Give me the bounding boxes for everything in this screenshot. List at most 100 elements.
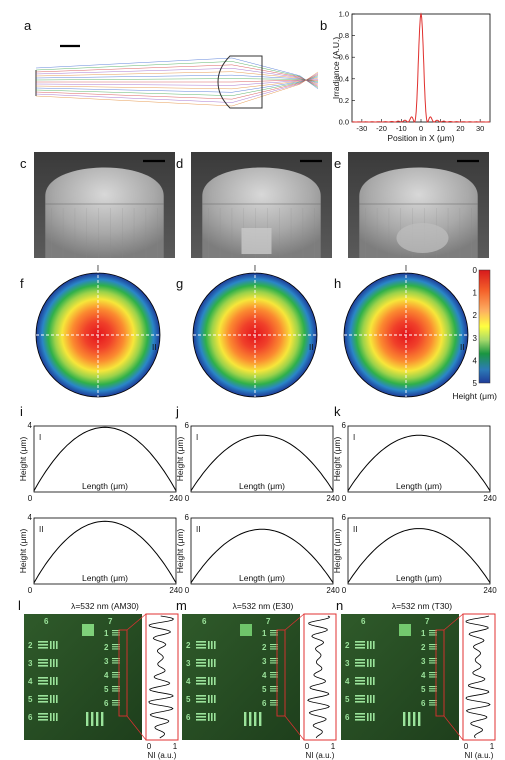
profile-xmax: 240 [483,494,497,503]
usaf-element-label: 4 [262,671,267,680]
ray [35,74,319,84]
usaf-element-label: 4 [28,677,33,686]
panel-label-l: l [18,598,21,613]
colorbar-tick: 4 [473,356,478,365]
intensity-box [145,613,179,741]
profile-curve [190,528,334,583]
cross-label-I: I [254,264,256,273]
usaf-bar [196,716,206,718]
usaf-bar [355,716,365,718]
usaf-element-label: 2 [421,643,426,652]
usaf-bar [270,690,278,692]
height-map: III [192,264,318,398]
profile-frame [33,425,177,493]
profile-frame [33,517,177,585]
profile-curve [33,520,177,583]
usaf-bar [112,690,120,692]
cross-label-II: II [460,343,464,352]
debris [396,223,449,253]
profile-ymax: 6 [342,513,347,522]
usaf-bar [196,695,206,697]
ni-tick: 1 [173,742,178,751]
usaf-bar [373,641,375,649]
panel-label-c: c [20,156,27,171]
ytick-label: 1.0 [339,10,349,19]
usaf-element-label: 2 [262,643,267,652]
ni-tick: 0 [464,742,469,751]
cross-label-II: II [309,343,313,352]
usaf-bar [96,712,99,726]
ytick-label: 0.6 [339,53,349,62]
profile-plot: 4 II Height (μm) Length (μm) 0 240 [18,513,183,595]
usaf-bar [38,647,48,649]
usaf-bar [38,665,48,667]
usaf-element-label: 2 [104,643,109,652]
usaf-bar [112,630,120,632]
intensity-profile [307,615,331,739]
usaf-bar [112,634,120,636]
usaf-bar [50,659,52,667]
usaf-bar [429,676,437,678]
usaf-bar [214,677,216,685]
xtick-label: -30 [356,124,367,133]
ray [35,64,319,87]
profile-ymax: 6 [185,421,190,430]
xtick-label: 30 [476,124,484,133]
imaging-title: λ=532 nm (T30) [392,601,452,611]
profile-marker: II [39,525,43,534]
profile-ymax: 6 [342,421,347,430]
usaf-bar [355,641,365,643]
panel-label-h: h [334,276,341,291]
usaf-bar [270,660,278,662]
usaf-bar [196,647,206,649]
usaf-bar [38,716,48,718]
profile-ylabel: Height (μm) [18,529,28,574]
profile-plot: 6 II Height (μm) Length (μm) 0 240 [332,513,497,595]
irradiance-xlabel: Position in X (μm) [387,133,454,143]
xtick-label: -10 [396,124,407,133]
usaf-bar [355,665,365,667]
ytick-label: 0.4 [339,74,349,83]
usaf-element-label: 4 [104,671,109,680]
ray [35,68,319,86]
profile-ylabel: Height (μm) [18,437,28,482]
ni-label: NI (a.u.) [148,751,177,760]
profile-ylabel: Height (μm) [332,437,342,482]
usaf-bar [270,672,278,674]
usaf-bar [270,686,278,688]
height-map: III [343,264,469,398]
colorbar-tick: 1 [473,289,478,298]
profile-curve [190,434,334,491]
usaf-bar [373,695,375,703]
usaf-bar [196,719,206,721]
usaf-bar [38,644,48,646]
usaf-bar [112,686,120,688]
usaf-element-label: 6 [345,713,350,722]
usaf-bar [214,713,216,721]
profile-xlabel: Length (μm) [239,573,285,583]
usaf-bar [429,690,437,692]
usaf-element-label: 3 [262,657,267,666]
sem-image [34,152,175,258]
usaf-bar [370,695,372,703]
profile-ylabel: Height (μm) [175,529,185,574]
usaf-bar [249,712,252,726]
usaf-bar [56,695,58,703]
panel-label-d: d [176,156,183,171]
imaging-title: λ=532 nm (AM30) [71,601,139,611]
profile-xmin: 0 [185,494,190,503]
usaf-bar [38,662,48,664]
sem-image [348,152,489,258]
usaf-bar [112,644,120,646]
usaf-element-label: 1 [104,629,109,638]
usaf-bar [270,646,278,648]
usaf-bar [373,713,375,721]
profile-curve [347,528,491,583]
profile-xlabel: Length (μm) [239,481,285,491]
ni-label: NI (a.u.) [465,751,494,760]
profile-xmax: 240 [483,586,497,595]
usaf-bar [211,677,213,685]
usaf-bar [373,677,375,685]
profile-marker: II [196,525,200,534]
